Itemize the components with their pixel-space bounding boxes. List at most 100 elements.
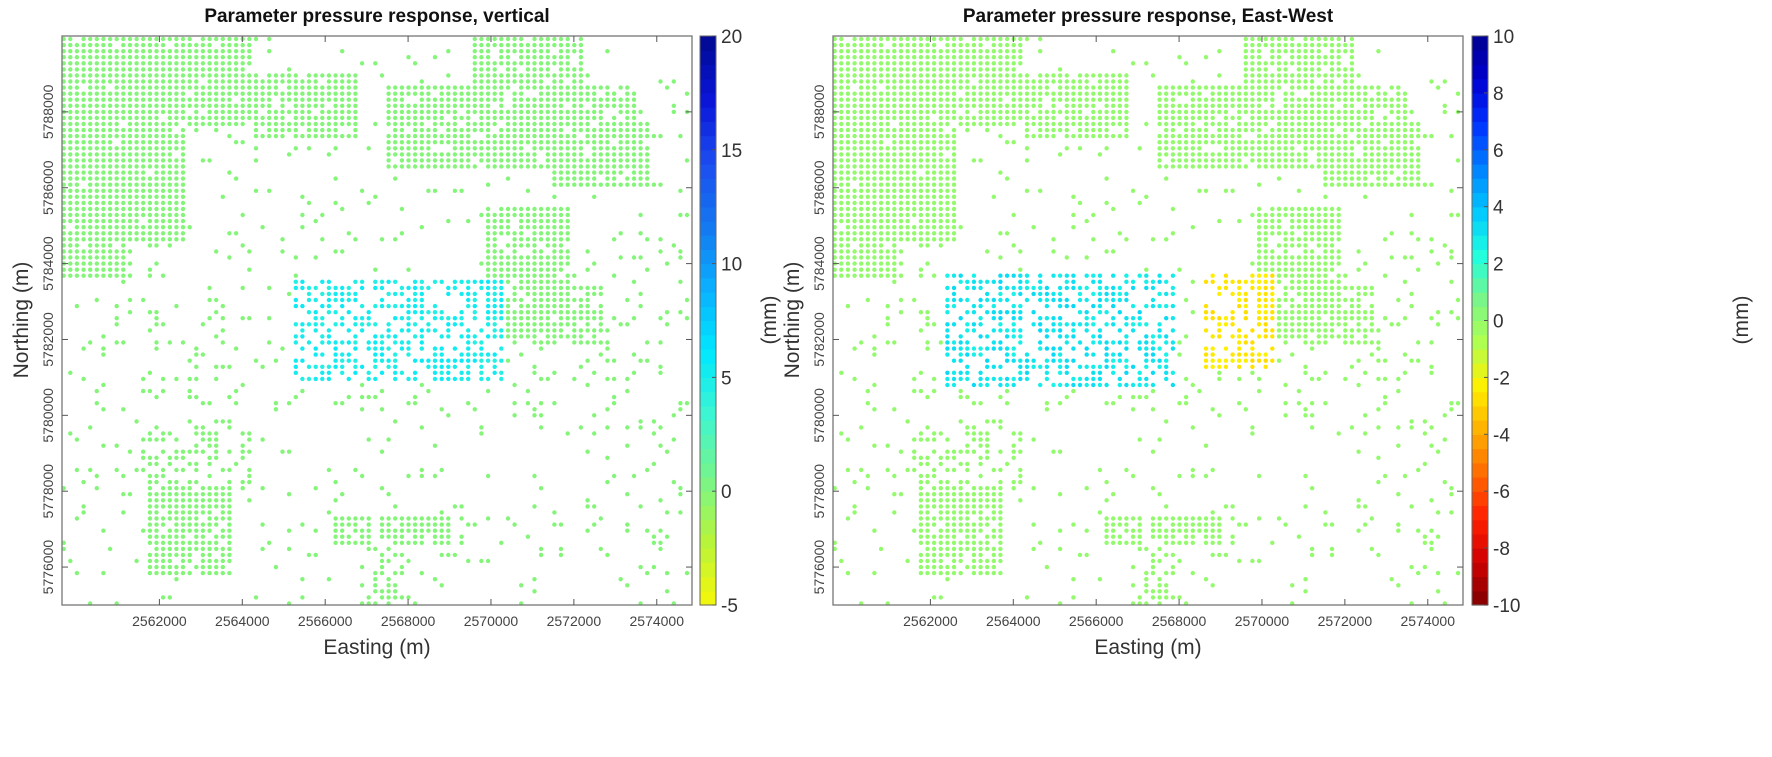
data-point [499, 310, 504, 315]
data-point [174, 97, 179, 102]
data-point [459, 158, 464, 163]
data-point [134, 176, 139, 181]
data-point [951, 36, 957, 42]
data-point [412, 303, 418, 309]
data-point [565, 97, 570, 102]
data-point [180, 522, 186, 527]
data-point [194, 394, 199, 400]
data-point [1097, 273, 1103, 278]
data-point [951, 564, 957, 570]
data-point [432, 103, 438, 109]
data-point [240, 285, 245, 291]
data-point [426, 322, 431, 327]
data-point [399, 140, 405, 145]
data-point [94, 36, 100, 42]
data-point [492, 42, 497, 48]
data-point [905, 127, 910, 133]
data-point [313, 103, 318, 109]
data-point [1097, 382, 1103, 388]
data-point [1004, 273, 1010, 278]
data-point [134, 212, 139, 218]
data-point [353, 79, 358, 84]
data-point [965, 546, 970, 552]
data-point [459, 127, 464, 133]
data-point [399, 85, 405, 90]
data-point [945, 498, 950, 503]
data-point [160, 182, 166, 187]
data-point [572, 376, 577, 382]
data-point [558, 291, 564, 297]
data-point [1064, 121, 1070, 127]
data-point [74, 231, 80, 236]
data-point [839, 67, 844, 72]
data-point [1104, 352, 1109, 357]
data-point [194, 425, 199, 430]
data-point [505, 328, 511, 333]
data-point [174, 133, 179, 139]
data-point [326, 376, 332, 382]
data-point [598, 285, 603, 291]
data-point [505, 206, 511, 212]
data-point [207, 486, 212, 491]
data-point [1051, 109, 1056, 115]
data-point [558, 42, 564, 48]
data-point [845, 516, 851, 521]
data-point [1057, 528, 1063, 533]
data-point [572, 67, 577, 72]
data-point [945, 516, 950, 521]
data-point [141, 158, 146, 163]
data-point [353, 364, 358, 369]
data-point [1071, 285, 1076, 291]
data-point [114, 176, 119, 181]
data-point [340, 291, 345, 297]
data-point [978, 49, 983, 54]
data-point [485, 61, 491, 66]
data-point [1084, 218, 1089, 224]
data-point [845, 79, 851, 84]
data-point [492, 237, 497, 242]
data-point [638, 291, 643, 297]
data-point [68, 255, 73, 260]
data-point [1064, 358, 1070, 363]
data-point [419, 516, 424, 521]
data-point [393, 376, 398, 382]
data-point [320, 121, 325, 127]
data-point [1104, 200, 1109, 206]
data-point [81, 376, 86, 382]
data-point [141, 109, 146, 115]
data-point [340, 91, 345, 96]
data-point [865, 206, 870, 212]
data-point [625, 182, 630, 187]
data-point [452, 346, 458, 351]
data-point [998, 425, 1003, 430]
data-point [419, 97, 424, 102]
data-point [373, 570, 378, 576]
data-point [406, 85, 411, 90]
data-point [167, 115, 172, 121]
data-point [253, 91, 259, 96]
colorbar-segment [700, 220, 716, 236]
data-point [951, 212, 957, 218]
data-point [485, 133, 491, 139]
data-point [485, 97, 491, 102]
data-point [965, 534, 970, 539]
data-point [971, 85, 977, 90]
data-point [88, 42, 93, 48]
data-point [971, 558, 977, 564]
data-point [971, 522, 977, 527]
data-point [485, 146, 491, 151]
data-point [1084, 133, 1089, 139]
data-point [94, 170, 100, 175]
data-point [154, 243, 159, 248]
data-point [127, 55, 133, 60]
data-point [519, 164, 524, 169]
data-point [991, 364, 996, 369]
data-point [965, 431, 970, 436]
plot-frame [61, 35, 693, 606]
data-point [638, 109, 643, 115]
data-point [127, 176, 133, 181]
data-point [412, 133, 418, 139]
data-point [174, 528, 179, 533]
data-point [412, 115, 418, 121]
data-point [512, 103, 517, 109]
